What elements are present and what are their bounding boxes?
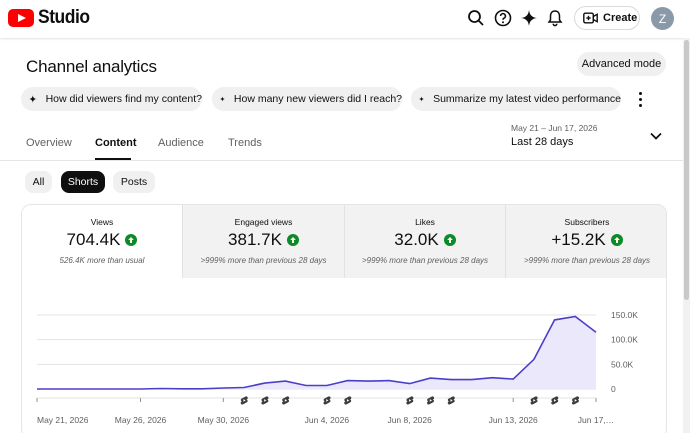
search-icon[interactable] [466,8,486,28]
shorts-published-icon[interactable] [427,396,435,405]
metric-comparison: >999% more than previous 28 days [361,256,489,265]
metric-comparison: >999% more than previous 28 days [200,256,327,265]
y-tick-label: 0 [611,384,616,394]
tab-audience[interactable]: Audience [158,137,204,149]
shorts-published-icon[interactable] [240,396,248,405]
metric-label: Engaged views [234,217,293,227]
sparkle-icon [220,96,225,102]
help-icon[interactable] [493,8,513,28]
logo-text: Studio [38,7,90,28]
y-tick-label: 150.0K [611,310,638,320]
shorts-published-icon[interactable] [261,396,269,405]
suggestion-chip-label: Summarize my latest video performance [433,93,621,105]
metric-value: +15.2K [551,230,606,249]
tab-content[interactable]: Content [95,137,137,149]
notifications-bell-icon[interactable] [545,8,565,28]
page-title: Channel analytics [26,57,157,76]
suggestion-chip-label: How many new viewers did I reach? [233,93,402,105]
metric-value: 381.7K [228,230,282,249]
y-tick-label: 100.0K [611,335,638,345]
views-chart: 0 50.0K 100.0K 150.0K May 21, 2026 May 26, 2… [36,310,638,425]
metric-value: 704.4K [66,230,121,249]
more-options-icon[interactable] [634,90,646,108]
studio-logo[interactable]: Studio [8,7,94,29]
metrics-card: Views 704.4K 526.4K more than usual Enga… [21,204,667,433]
video-camera-plus-icon [583,12,598,24]
sparkle-icon [419,96,425,102]
shorts-published-icon[interactable] [571,396,580,405]
views-line [37,315,597,390]
trend-up-icon [286,234,299,246]
create-button[interactable]: Create [574,6,640,30]
tab-trends[interactable]: Trends [228,137,262,149]
top-bar: Studio Create Z [0,0,690,38]
x-tick-label: Jun 17,… [578,415,614,425]
date-range-text: May 21 – Jun 17, 2026 [511,123,598,133]
suggestion-chip-label: How did viewers find my content? [45,93,202,105]
x-tick-label: May 21, 2026 [37,415,89,425]
trend-up-icon [125,234,138,246]
metric-comparison: 526.4K more than usual [59,256,145,265]
metric-label: Subscribers [564,217,610,227]
x-tick-label: May 26, 2026 [115,415,167,425]
x-tick-label: Jun 8, 2026 [387,415,432,425]
page-scrollbar-thumb[interactable] [684,40,689,300]
suggestion-chip-new-viewers[interactable]: How many new viewers did I reach? [212,87,402,111]
suggestion-chip-traffic-sources[interactable]: How did viewers find my content? [21,87,202,111]
sparkle-icon[interactable] [519,8,539,28]
filter-posts[interactable]: Posts [113,171,155,193]
metric-tab-subscribers[interactable]: Subscribers +15.2K >999% more than previ… [506,205,666,278]
metric-tab-views[interactable]: Views 704.4K 526.4K more than usual [22,205,183,278]
y-tick-label: 50.0K [611,359,634,369]
x-tick-label: Jun 4, 2026 [305,415,350,425]
tabs-divider [0,160,683,161]
shorts-published-icon[interactable] [282,396,290,405]
metric-label: Views [90,217,114,227]
create-button-label: Create [603,12,638,24]
shorts-published-icon[interactable] [406,396,414,405]
active-tab-indicator [95,158,131,160]
metric-tab-engaged-views[interactable]: Engaged views 381.7K >999% more than pre… [183,205,345,278]
advanced-mode-button[interactable]: Advanced mode [577,52,666,76]
account-avatar[interactable]: Z [651,7,674,30]
filter-all[interactable]: All [25,171,52,193]
x-tick-label: May 30, 2026 [198,415,250,425]
sparkle-icon [29,95,37,103]
shorts-published-icon[interactable] [323,396,331,405]
metric-comparison: >999% more than previous 28 days [523,256,651,265]
tab-overview[interactable]: Overview [26,137,72,149]
filter-shorts[interactable]: Shorts [61,171,105,193]
trend-up-icon [443,234,456,246]
metric-tab-likes[interactable]: Likes 32.0K >999% more than previous 28 … [345,205,506,278]
metric-label: Likes [415,217,435,227]
chevron-down-icon[interactable] [649,130,663,142]
shorts-published-icon[interactable] [551,396,559,405]
metric-value: 32.0K [394,230,439,249]
x-tick-label: Jun 13, 2026 [489,415,538,425]
trend-up-icon [610,234,623,246]
shorts-published-icon[interactable] [530,396,538,405]
date-period-text: Last 28 days [511,136,574,148]
shorts-published-icon[interactable] [344,396,352,405]
shorts-published-icon[interactable] [447,396,455,405]
views-area [37,316,596,389]
suggestion-chip-summarize-video[interactable]: Summarize my latest video performance [411,87,621,111]
youtube-play-icon [8,9,34,27]
